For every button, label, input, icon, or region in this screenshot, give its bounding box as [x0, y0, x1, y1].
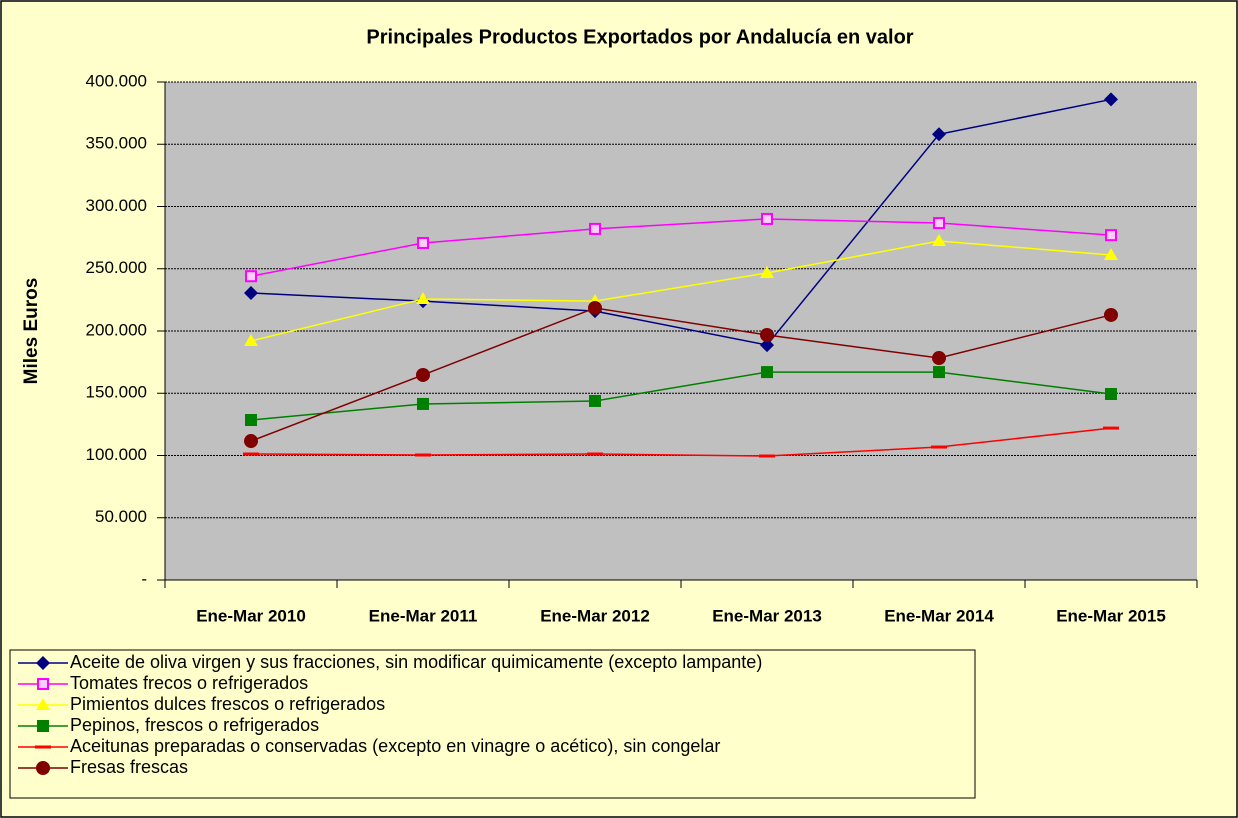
x-tick-label: Ene-Mar 2015	[1056, 606, 1166, 625]
marker	[587, 452, 603, 456]
legend-label: Pepinos, frescos o refrigerados	[70, 715, 319, 735]
series-line	[250, 240, 1112, 342]
legend-label: Pimientos dulces frescos o refrigerados	[70, 694, 385, 714]
series-line	[250, 98, 1112, 346]
y-tick-label: -	[141, 569, 147, 588]
x-tick-label: Ene-Mar 2013	[712, 606, 822, 625]
marker	[760, 265, 774, 278]
marker	[244, 286, 258, 301]
legend-label: Aceitunas preparadas o conservadas (exce…	[70, 736, 720, 756]
marker	[36, 656, 50, 670]
marker	[243, 452, 259, 456]
marker	[932, 127, 946, 142]
x-tick-label: Ene-Mar 2014	[884, 606, 994, 625]
marker	[37, 678, 49, 690]
y-tick-label: 50.000	[95, 507, 147, 526]
marker	[1104, 92, 1118, 107]
marker	[245, 414, 257, 427]
legend	[9, 649, 976, 799]
series-line	[250, 218, 1112, 277]
marker	[417, 236, 429, 249]
marker	[760, 338, 774, 353]
y-tick-label: 300.000	[86, 196, 147, 215]
marker	[35, 745, 51, 749]
marker	[1105, 387, 1117, 400]
marker	[1104, 248, 1118, 261]
marker	[761, 366, 773, 379]
marker	[416, 367, 430, 382]
y-tick-label: 100.000	[86, 445, 147, 464]
x-tick-label: Ene-Mar 2011	[369, 606, 478, 625]
legend-label: Fresas frescas	[70, 757, 188, 777]
marker	[931, 445, 947, 449]
marker	[589, 222, 601, 235]
marker	[760, 327, 774, 342]
y-tick-label: 200.000	[86, 320, 147, 339]
y-axis-label: Miles Euros	[21, 278, 42, 385]
series-line	[250, 307, 1112, 442]
marker	[244, 333, 258, 346]
y-tick-label: 250.000	[86, 258, 147, 277]
marker	[761, 212, 773, 225]
marker	[933, 217, 945, 230]
marker	[933, 366, 945, 379]
y-tick-label: 150.000	[86, 383, 147, 402]
marker	[1104, 307, 1118, 322]
marker	[416, 292, 430, 305]
marker	[759, 454, 775, 458]
marker	[37, 720, 49, 732]
legend-label: Aceite de oliva virgen y sus fracciones,…	[70, 652, 762, 672]
series-line	[250, 427, 1112, 457]
marker	[415, 453, 431, 457]
marker	[589, 394, 601, 407]
marker	[588, 300, 602, 315]
y-tick-label: 350.000	[86, 134, 147, 153]
x-tick-label: Ene-Mar 2012	[540, 606, 650, 625]
marker	[932, 233, 946, 246]
marker	[932, 351, 946, 366]
marker	[1105, 229, 1117, 242]
y-tick-label: 400.000	[86, 71, 147, 90]
chart-title: Principales Productos Exportados por And…	[366, 26, 913, 48]
marker	[36, 761, 50, 775]
marker	[36, 698, 50, 710]
marker	[417, 397, 429, 410]
series-line	[250, 371, 1112, 421]
x-tick-label: Ene-Mar 2010	[196, 606, 306, 625]
marker	[244, 434, 258, 449]
marker	[245, 270, 257, 283]
legend-label: Tomates frecos o refrigerados	[70, 673, 308, 693]
marker	[1103, 426, 1119, 430]
